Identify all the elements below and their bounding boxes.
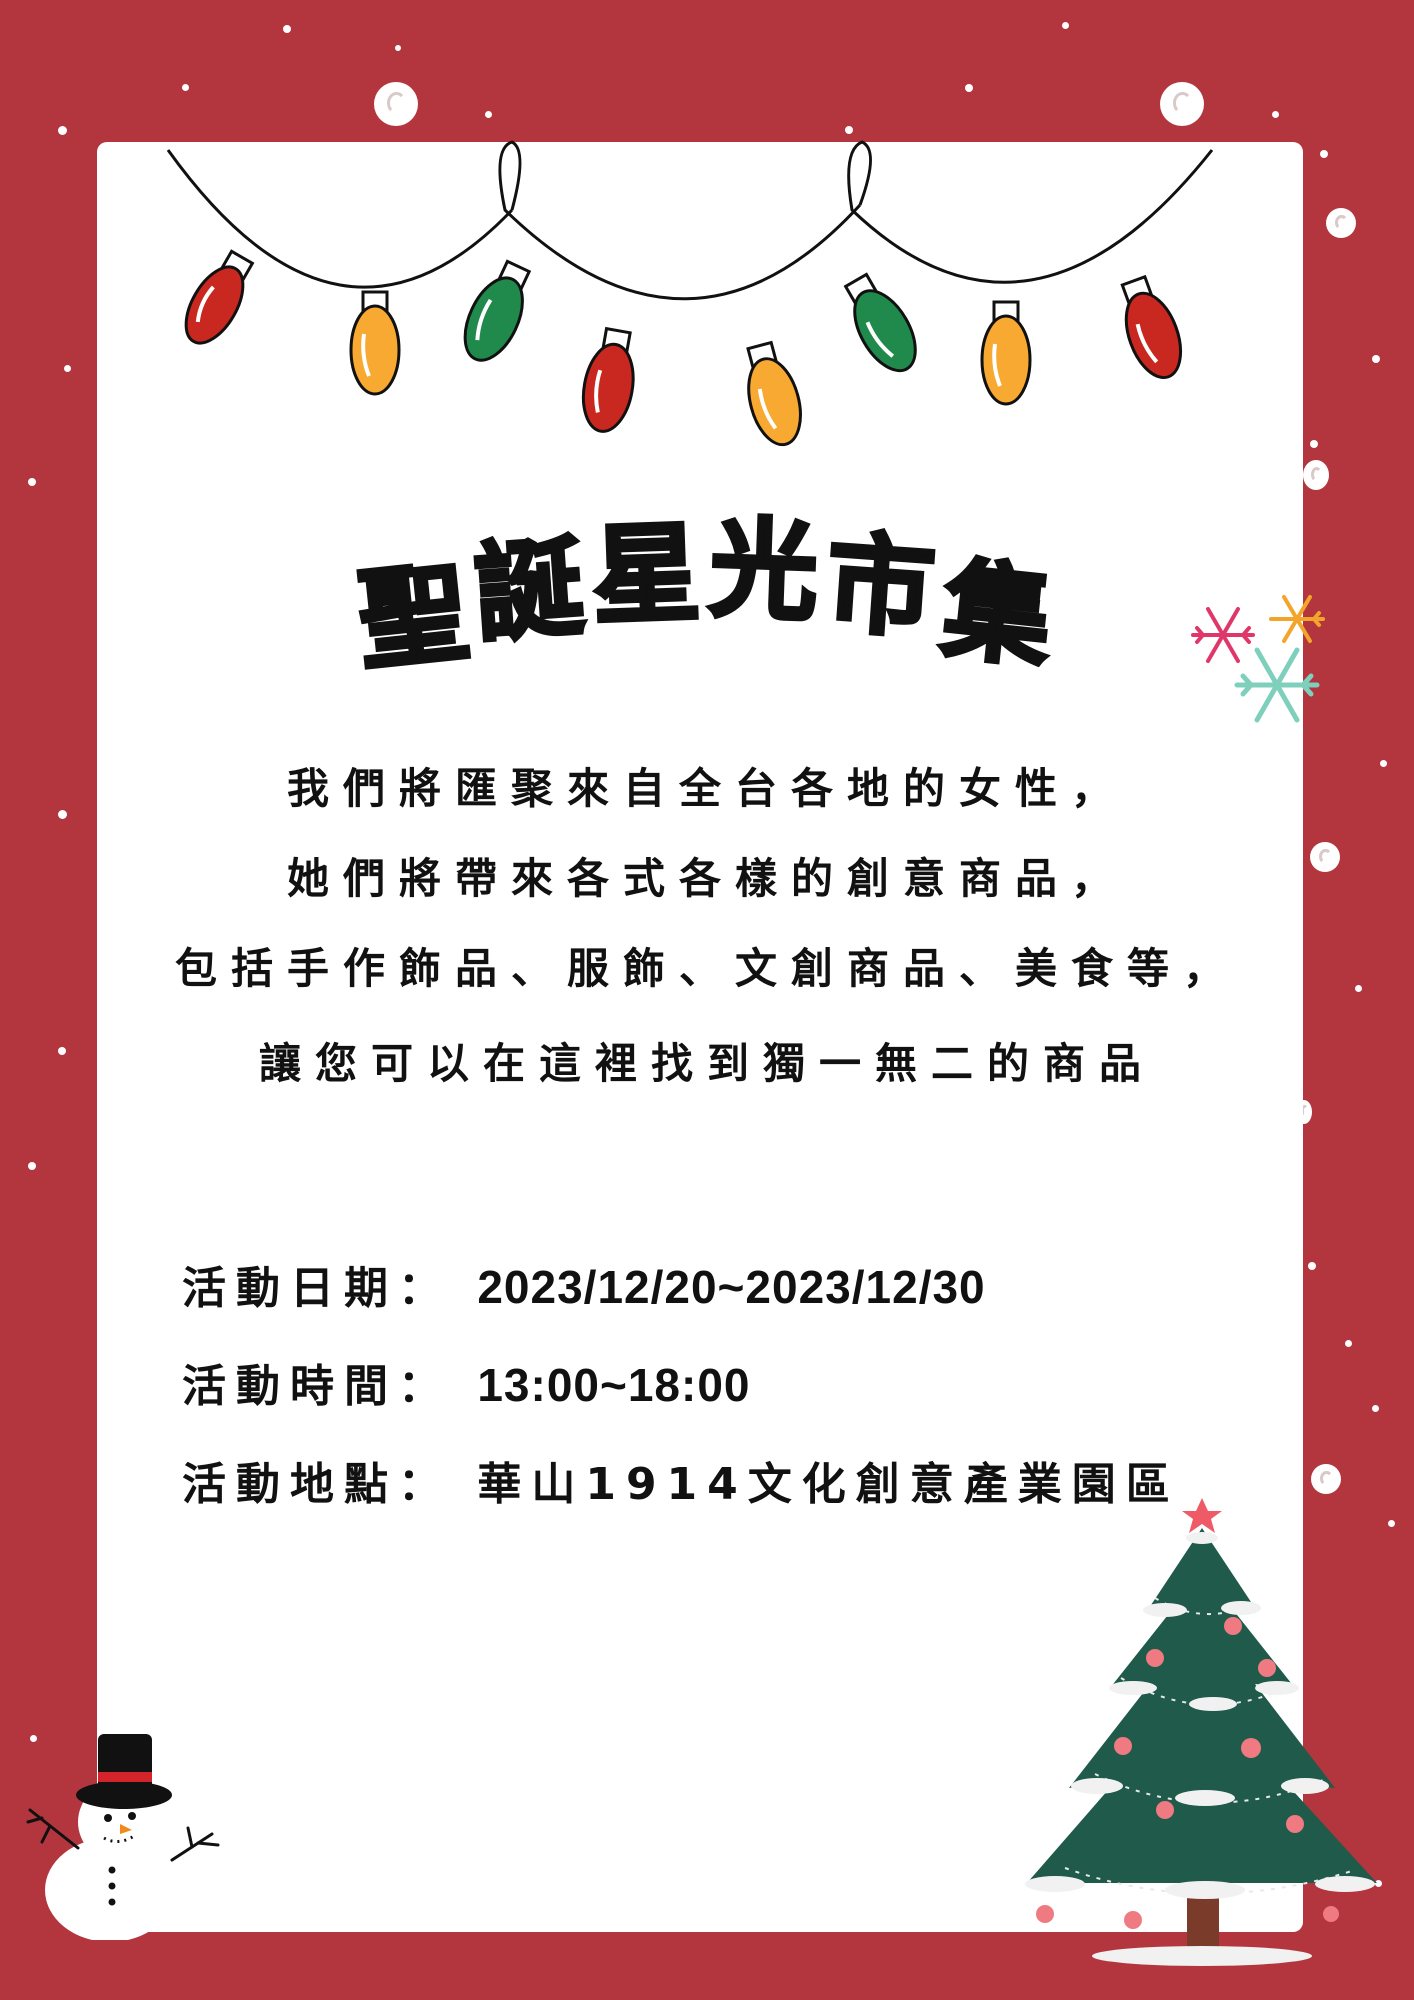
title-char-2: 誕 (470, 523, 594, 660)
snowflakes-decoration (1191, 595, 1325, 723)
title-char-5: 市 (820, 519, 944, 656)
bulb-yellow-1 (349, 290, 401, 396)
title-char-4: 光 (705, 505, 825, 638)
title-char-6: 集 (935, 545, 1063, 685)
bulb-red-1 (184, 249, 255, 345)
description-line-1: 我們將匯聚來自全台各地的女性， (286, 764, 1127, 813)
bulb-green-2 (843, 272, 917, 373)
event-location-value: 華山1914文化創意產業園區 (477, 1459, 1180, 1510)
snowflake-yellow-icon (1269, 595, 1325, 643)
event-date-label: 活動日期： (182, 1263, 452, 1314)
description-line-2: 她們將帶來各式各樣的創意商品， (286, 854, 1127, 903)
snowflake-teal-icon (1234, 647, 1320, 723)
title-char-3: 星 (589, 509, 709, 642)
bulb-red-3 (1120, 274, 1183, 380)
event-time-value: 13:00~18:00 (477, 1359, 751, 1411)
bulb-green-1 (463, 259, 532, 362)
event-date-value: 2023/12/20~2023/12/30 (477, 1261, 986, 1313)
christmas-tree-illustration (1025, 1498, 1377, 1966)
string-lights (166, 140, 1214, 447)
bulb-red-2 (581, 326, 635, 433)
event-location-row: 活動地點： 華山1914文化創意產業園區 (182, 1448, 1180, 1512)
snowflake-pink-icon (1191, 607, 1255, 663)
poster-card (97, 142, 1303, 1932)
bulb-yellow-3 (980, 300, 1032, 406)
event-location-label: 活動地點： (182, 1459, 452, 1510)
snowman-illustration (26, 1734, 220, 1940)
description-line-4: 讓您可以在這裡找到獨一無二的商品 (258, 1039, 1155, 1088)
title-char-1: 聖 (351, 547, 479, 687)
event-date-row: 活動日期： 2023/12/20~2023/12/30 (182, 1252, 986, 1316)
event-time-row: 活動時間： 13:00~18:00 (182, 1350, 751, 1414)
bulb-yellow-2 (746, 340, 802, 447)
description-line-3: 包括手作飾品、服飾、文創商品、美食等， (174, 944, 1239, 993)
event-time-label: 活動時間： (182, 1361, 452, 1412)
